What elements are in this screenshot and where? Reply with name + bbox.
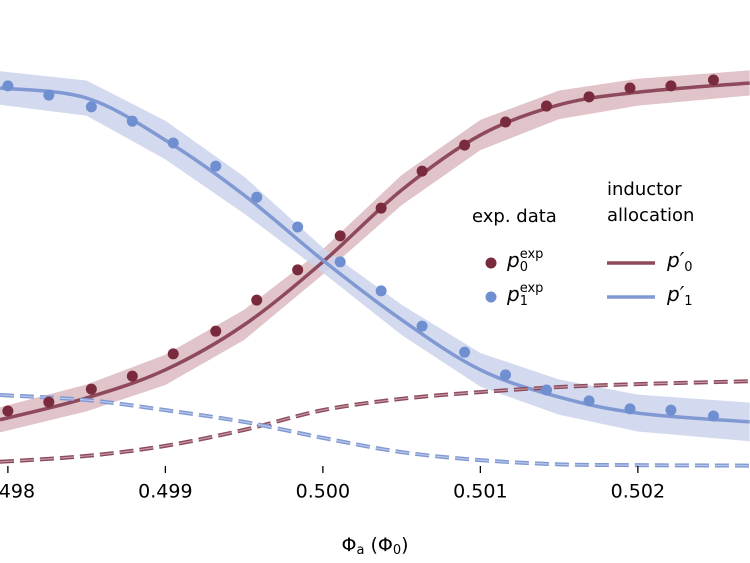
data-point [375, 285, 387, 297]
x-tick-label: 0.498 [0, 481, 35, 503]
dashed-line [0, 393, 750, 468]
x-tick-label: 0.500 [296, 481, 350, 503]
data-point [541, 384, 553, 396]
data-point [624, 403, 636, 415]
dashed-line [0, 379, 750, 464]
x-axis-label-part: 0 [393, 543, 401, 558]
data-point [707, 410, 719, 422]
data-point [85, 101, 97, 113]
data-point [334, 230, 346, 242]
fit-line [0, 81, 750, 422]
data-point [251, 294, 263, 306]
data-point [2, 405, 14, 417]
data-point [541, 100, 553, 112]
legend-marker [485, 291, 497, 303]
x-axis-label-part: a [356, 543, 364, 558]
legend-label: pexp 0 [506, 247, 543, 275]
data-point [251, 191, 263, 203]
legend-label-base: p [506, 248, 520, 272]
legend-label-sub: 0 [520, 260, 528, 275]
data-point [375, 202, 387, 214]
legend-title-fit: inductor [607, 179, 682, 200]
legend-label: p′0 [666, 248, 693, 275]
legend-label: p′1 [666, 282, 693, 309]
data-point [2, 80, 14, 92]
data-point [210, 325, 222, 337]
legend-label-base: p′ [666, 282, 685, 306]
x-axis-label-part: ) [401, 534, 408, 556]
fit-line [0, 86, 750, 424]
data-point [665, 80, 677, 92]
data-point [459, 346, 471, 358]
data-point [43, 89, 55, 101]
legend-label-sub: 1 [684, 294, 692, 309]
data-point [416, 165, 428, 177]
x-axis-label-part: Φ [341, 534, 356, 556]
data-point [624, 82, 636, 94]
data-point [167, 348, 179, 360]
data-point [210, 160, 222, 172]
legend-title-data: exp. data [472, 206, 557, 227]
data-point [126, 370, 138, 382]
data-point [292, 221, 304, 233]
legend-label-sup: exp [520, 247, 544, 262]
x-tick-label: 0.501 [453, 481, 507, 503]
data-point [43, 396, 55, 408]
data-point [416, 320, 428, 332]
data-point [583, 91, 595, 103]
x-tick-label: 0.499 [138, 481, 192, 503]
dashed-line-highlight [0, 380, 750, 463]
x-axis-label: Φa (Φ0) [341, 534, 408, 558]
confidence-band [0, 71, 750, 442]
data-point [707, 74, 719, 86]
data-point [292, 264, 304, 276]
legend-label-sub: 1 [520, 294, 528, 309]
x-axis-label-part: (Φ [364, 534, 392, 556]
data-point [334, 256, 346, 268]
legend-label-base: p [506, 282, 520, 306]
data-point [665, 404, 677, 416]
data-point [500, 116, 512, 128]
legend-marker [485, 257, 497, 269]
dashed-line-highlight [0, 394, 750, 467]
legend-label: pexp 1 [506, 281, 543, 309]
data-point [500, 369, 512, 381]
legend-label-sup: exp [520, 281, 544, 296]
data-point [583, 395, 595, 407]
data-point [85, 383, 97, 395]
confidence-band [0, 70, 750, 433]
data-point [459, 139, 471, 151]
data-point [167, 137, 179, 149]
x-tick-label: 0.502 [611, 481, 665, 503]
data-point [126, 115, 138, 127]
legend-title-fit: allocation [607, 205, 694, 226]
legend-label-base: p′ [666, 248, 685, 272]
legend-label-sub: 0 [684, 260, 692, 275]
